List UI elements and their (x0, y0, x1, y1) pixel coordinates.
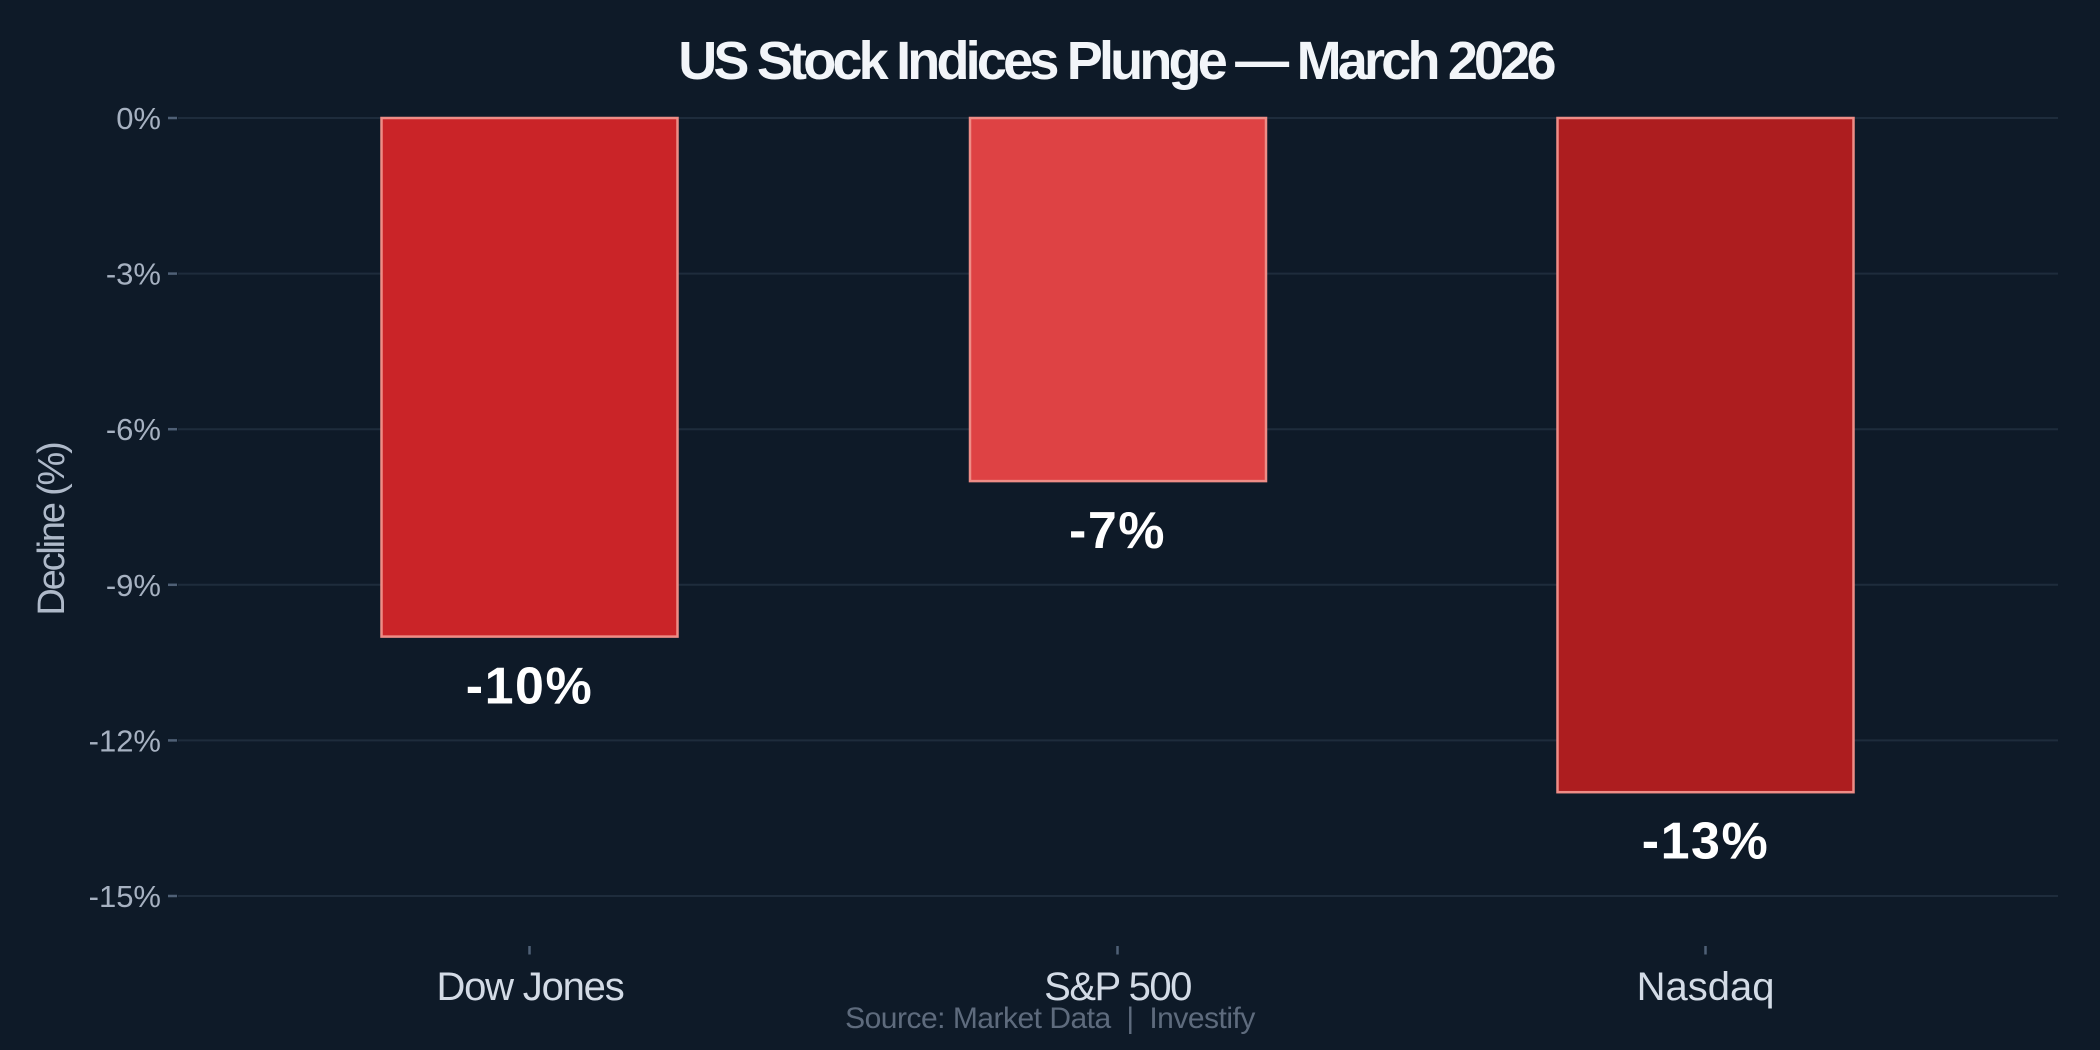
svg-text:-12%: -12% (89, 723, 161, 758)
svg-text:-6%: -6% (106, 412, 161, 447)
svg-text:-15%: -15% (89, 879, 161, 914)
svg-text:-7%: -7% (1069, 502, 1166, 560)
svg-text:S&P 500: S&P 500 (1044, 965, 1191, 1009)
svg-text:Decline (%): Decline (%) (31, 443, 73, 616)
svg-text:-13%: -13% (1642, 813, 1769, 871)
svg-text:Nasdaq: Nasdaq (1637, 965, 1775, 1009)
svg-text:Source: Market Data | Invest: Source: Market Data | Investify (845, 1002, 1255, 1035)
svg-text:US Stock Indices Plunge — Marc: US Stock Indices Plunge — March 2026 (678, 31, 1555, 91)
svg-text:-9%: -9% (106, 568, 161, 603)
svg-text:-10%: -10% (466, 658, 593, 716)
svg-text:Dow Jones: Dow Jones (436, 965, 623, 1009)
svg-text:0%: 0% (116, 101, 161, 136)
svg-text:-3%: -3% (106, 257, 161, 292)
